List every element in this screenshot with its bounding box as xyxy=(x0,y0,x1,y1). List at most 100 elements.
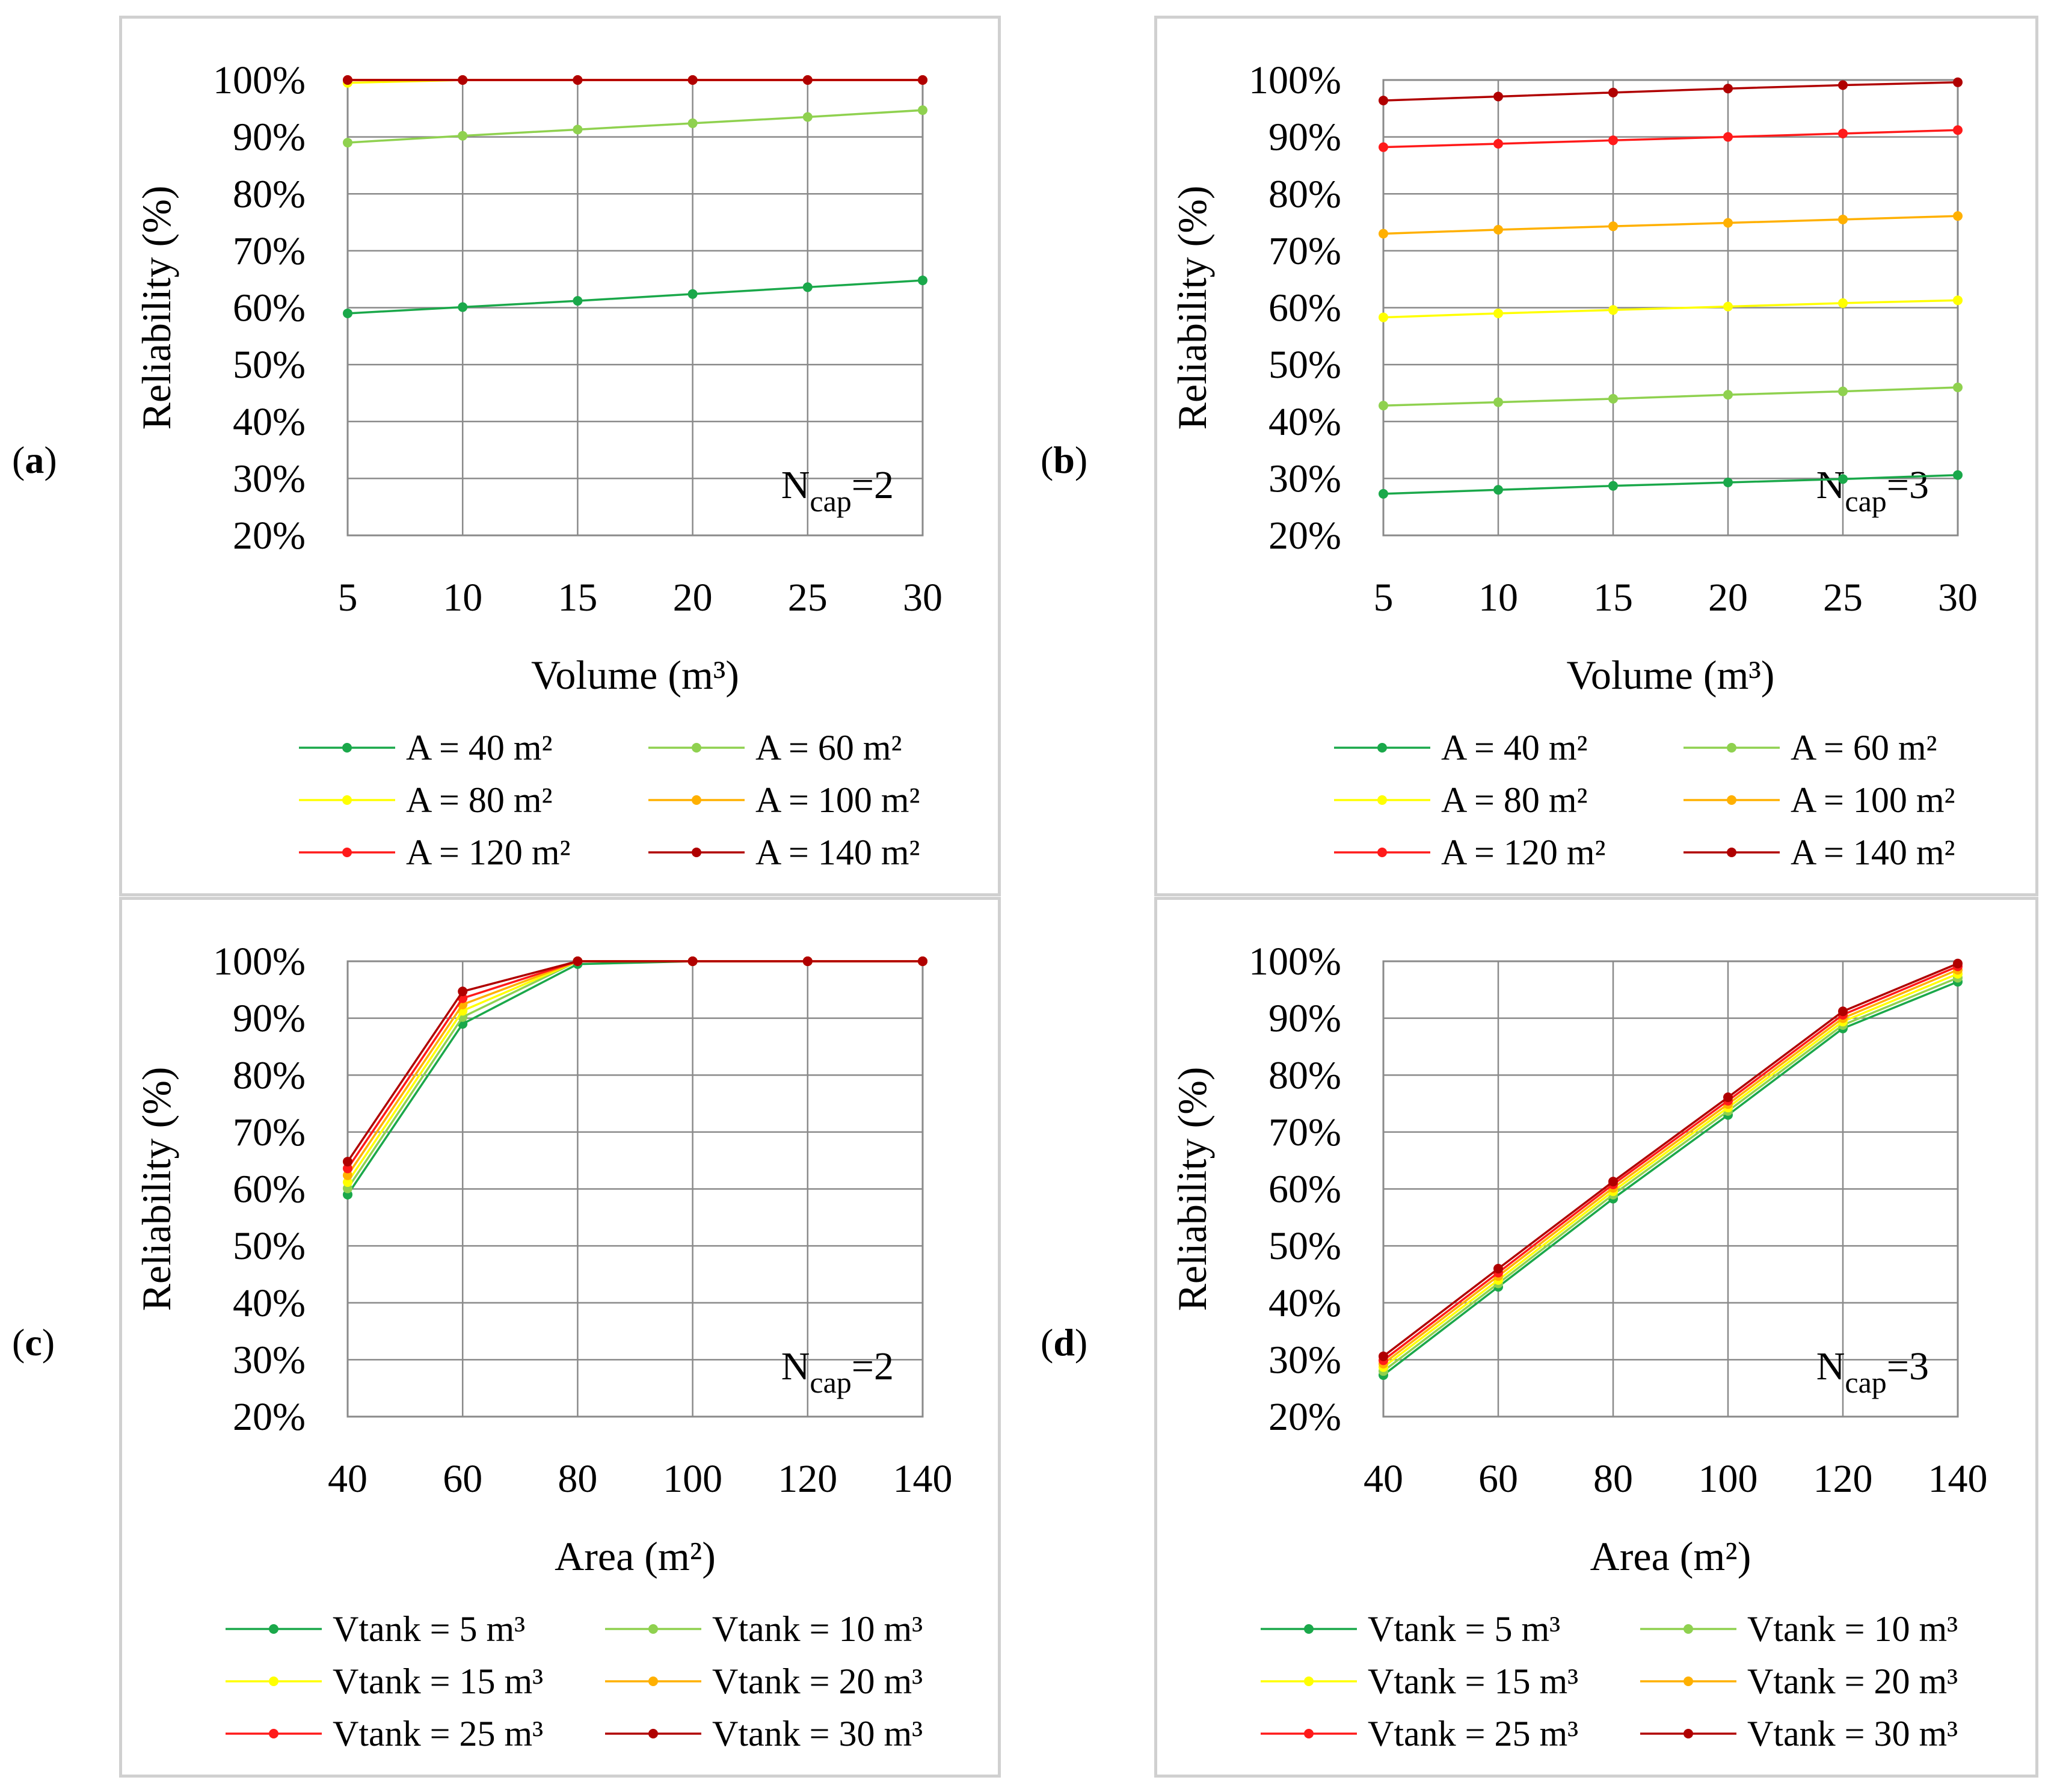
legend-swatch-marker xyxy=(342,743,352,753)
data-point xyxy=(1493,138,1503,149)
data-point xyxy=(1838,386,1848,396)
ncap-annotation: Ncap=2 xyxy=(781,463,894,518)
legend-entry-label: A = 80 m² xyxy=(1441,780,1588,820)
y-tick-label: 90% xyxy=(233,115,306,159)
x-tick-label: 80 xyxy=(1593,1457,1633,1501)
y-tick-label: 20% xyxy=(1268,1395,1341,1439)
data-point xyxy=(1379,312,1388,322)
series-line-4 xyxy=(1382,968,1958,1365)
y-tick-label: 80% xyxy=(233,1053,306,1097)
legend-swatch-marker xyxy=(1377,743,1387,753)
ncap-annotation: Ncap=3 xyxy=(1816,1344,1929,1399)
data-point xyxy=(1493,91,1503,102)
data-point xyxy=(573,956,583,966)
data-point xyxy=(918,956,927,966)
data-point xyxy=(1608,1177,1618,1187)
series-line-5 xyxy=(1382,965,1958,1361)
data-point xyxy=(458,131,468,141)
data-point xyxy=(918,105,927,115)
x-tick-label: 30 xyxy=(903,576,942,620)
legend-swatch-marker xyxy=(342,848,352,857)
y-tick-label: 100% xyxy=(1249,940,1341,984)
y-tick-label: 30% xyxy=(1268,457,1341,500)
data-point xyxy=(918,75,927,85)
y-tick-label: 30% xyxy=(233,1338,306,1382)
legend-entry-label: A = 100 m² xyxy=(755,780,920,820)
panel-d-frame xyxy=(1154,897,2038,1778)
data-point xyxy=(1838,1006,1848,1017)
data-point xyxy=(1723,301,1733,312)
legend-entry-label: Vtank = 15 m³ xyxy=(1368,1661,1578,1701)
legend-entry-label: Vtank = 30 m³ xyxy=(712,1714,923,1754)
x-tick-label: 120 xyxy=(1813,1457,1873,1501)
x-tick-label: 5 xyxy=(338,576,358,620)
data-point xyxy=(1953,125,1963,135)
x-tick-label: 40 xyxy=(328,1457,367,1501)
chart-a: 20% 30% 40% 50% 60% 70% 80% 90% 100% 5 10 15 20 25 30 V… xyxy=(134,58,942,872)
data-point xyxy=(1723,132,1733,142)
data-point xyxy=(687,956,698,966)
y-tick-label: 100% xyxy=(1249,58,1341,102)
panel-label-c: (c) xyxy=(12,1321,55,1364)
series-line-4 xyxy=(1383,215,1958,235)
series-line-1 xyxy=(1382,981,1958,1376)
legend-swatch-marker xyxy=(692,848,701,857)
legend-entry-label: A = 40 m² xyxy=(406,728,553,768)
x-tick-label: 5 xyxy=(1374,576,1394,620)
series-line-3 xyxy=(346,960,923,1183)
data-point xyxy=(343,1157,352,1167)
y-tick-label: 20% xyxy=(233,1395,306,1439)
y-tick-label: 70% xyxy=(1268,1110,1341,1154)
data-point xyxy=(343,75,352,85)
x-tick-label: 60 xyxy=(443,1457,482,1501)
legend-entry-label: A = 60 m² xyxy=(1791,728,1937,768)
data-point xyxy=(458,302,468,312)
data-point xyxy=(1608,135,1618,146)
data-point xyxy=(1608,87,1618,97)
data-point xyxy=(1608,393,1618,404)
legend-entry-label: A = 80 m² xyxy=(406,780,553,820)
data-point xyxy=(1723,1092,1733,1103)
x-tick-label: 25 xyxy=(1823,576,1863,620)
plot-border xyxy=(1382,79,1959,537)
x-tick-label: 140 xyxy=(1928,1457,1988,1501)
data-point xyxy=(573,296,583,306)
data-point xyxy=(343,138,352,148)
x-tick-label: 15 xyxy=(1593,576,1633,620)
data-point xyxy=(1953,211,1963,221)
data-point xyxy=(687,75,698,85)
legend-entry-label: A = 120 m² xyxy=(406,833,571,872)
y-axis-label: Reliability (%) xyxy=(134,185,179,430)
legend-swatch-marker xyxy=(1304,1729,1314,1738)
legend-entry-label: A = 140 m² xyxy=(755,833,920,872)
y-tick-label: 20% xyxy=(1268,514,1341,558)
data-point xyxy=(1493,224,1503,235)
data-point xyxy=(1493,397,1503,407)
series-line-1 xyxy=(1383,473,1958,495)
legend-swatch-marker xyxy=(648,1677,658,1686)
x-axis-label: Area (m²) xyxy=(555,1533,716,1579)
legend-entry-label: Vtank = 20 m³ xyxy=(1747,1661,1958,1701)
x-tick-label: 20 xyxy=(1708,576,1748,620)
y-tick-label: 50% xyxy=(1268,1224,1341,1268)
plot-border xyxy=(1382,960,1959,1418)
x-tick-label: 100 xyxy=(663,1457,722,1501)
series-line-2 xyxy=(1383,386,1958,407)
data-point xyxy=(1723,84,1733,94)
panel-b-frame xyxy=(1154,16,2038,896)
data-point xyxy=(687,118,698,128)
legend-swatch-marker xyxy=(648,1729,658,1738)
data-point xyxy=(1379,488,1388,499)
legend-swatch-marker xyxy=(269,1624,278,1634)
legend-entry-label: A = 100 m² xyxy=(1791,780,1955,820)
data-point xyxy=(1838,214,1848,224)
legend-swatch-marker xyxy=(1727,743,1736,753)
series-line-3 xyxy=(1383,299,1958,319)
legend-entry-label: Vtank = 25 m³ xyxy=(333,1714,543,1754)
data-point xyxy=(1493,308,1503,318)
data-point xyxy=(343,1177,352,1187)
data-point xyxy=(1953,77,1963,87)
data-point xyxy=(1379,1351,1388,1361)
legend-swatch-marker xyxy=(269,1729,278,1738)
panel-label-a: (a) xyxy=(12,439,57,481)
